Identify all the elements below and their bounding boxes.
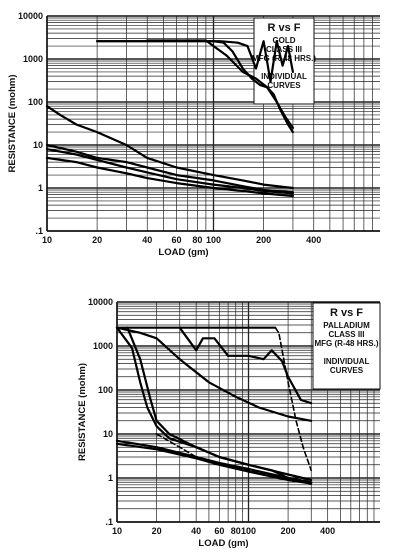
legend-text: PALLADIUM bbox=[323, 321, 370, 330]
x-axis-title: LOAD (gm) bbox=[198, 538, 248, 549]
series-line bbox=[115, 326, 313, 422]
x-tick-label: 40 bbox=[142, 235, 152, 245]
series-line bbox=[95, 40, 294, 83]
y-tick-label: 10000 bbox=[88, 297, 113, 307]
y-tick-label: 100 bbox=[28, 97, 43, 107]
x-tick-label: 200 bbox=[281, 526, 296, 536]
y-tick-label: 1 bbox=[108, 473, 113, 483]
series-line bbox=[45, 143, 294, 194]
series-line bbox=[274, 326, 313, 472]
legend-text: CLASS III bbox=[266, 45, 302, 54]
x-tick-label: 20 bbox=[152, 526, 162, 536]
legend-box bbox=[312, 302, 381, 390]
series-line bbox=[45, 156, 294, 198]
x-tick-label: 400 bbox=[320, 526, 335, 536]
x-tick-label: 200 bbox=[256, 235, 271, 245]
y-tick-label: 100 bbox=[98, 385, 113, 395]
x-tick-labels: 10 20 40 60 80 100 200 400 bbox=[42, 235, 321, 245]
series bbox=[45, 39, 294, 198]
series-line bbox=[115, 442, 313, 485]
y-tick-label: 1000 bbox=[23, 54, 43, 64]
x-tick-label: 60 bbox=[172, 235, 182, 245]
legend-text: MFG (R-48 HRS.) bbox=[315, 339, 379, 348]
legend-text: INDIVIDUAL bbox=[261, 72, 307, 81]
legend-box bbox=[253, 17, 315, 105]
legend-text: INDIVIDUAL bbox=[324, 357, 370, 366]
x-tick-label: 10 bbox=[42, 235, 52, 245]
legend-text: R vs F bbox=[267, 22, 300, 34]
legend-text: CLASS III bbox=[328, 330, 364, 339]
y-axis-title: RESISTANCE (mohm) bbox=[7, 75, 18, 173]
y-tick-label: .1 bbox=[105, 517, 113, 527]
x-tick-label: 60 bbox=[214, 526, 224, 536]
gridlines bbox=[46, 16, 380, 232]
x-tick-label: 80 bbox=[192, 235, 202, 245]
y-tick-label: 1 bbox=[38, 183, 43, 193]
x-tick-label: 80 bbox=[231, 526, 241, 536]
x-tick-label: 40 bbox=[191, 526, 201, 536]
x-tick-label: 100 bbox=[206, 235, 221, 245]
x-axis-title: LOAD (gm) bbox=[158, 247, 208, 258]
series-line bbox=[126, 326, 313, 482]
legend-text: CURVES bbox=[267, 81, 301, 90]
series-line bbox=[45, 105, 294, 190]
y-axis-title: RESISTANCE (mohm) bbox=[77, 363, 88, 461]
y-tick-labels: 10000 1000 100 10 1 .1 bbox=[18, 11, 43, 236]
legend-text: GOLD bbox=[272, 36, 295, 45]
series bbox=[115, 326, 313, 485]
x-tick-label: 20 bbox=[92, 235, 102, 245]
x-tick-labels: 10 20 40 60 80 100 200 400 bbox=[112, 526, 335, 536]
series-line bbox=[45, 148, 294, 195]
y-tick-label: 10 bbox=[103, 429, 113, 439]
series-line bbox=[146, 39, 294, 130]
legend-text: CURVES bbox=[330, 366, 364, 375]
series-line bbox=[178, 326, 313, 405]
y-tick-label: 10000 bbox=[18, 11, 43, 21]
y-tick-label: 1000 bbox=[93, 341, 113, 351]
x-tick-label: 10 bbox=[112, 526, 122, 536]
series-line bbox=[155, 433, 313, 484]
y-tick-label: 10 bbox=[33, 140, 43, 150]
y-tick-label: .1 bbox=[35, 226, 43, 236]
y-tick-labels: 10000 1000 100 10 1 .1 bbox=[88, 297, 113, 527]
x-tick-label: 400 bbox=[306, 235, 321, 245]
legend-text: R vs F bbox=[330, 307, 363, 319]
x-tick-label: 100 bbox=[241, 526, 256, 536]
